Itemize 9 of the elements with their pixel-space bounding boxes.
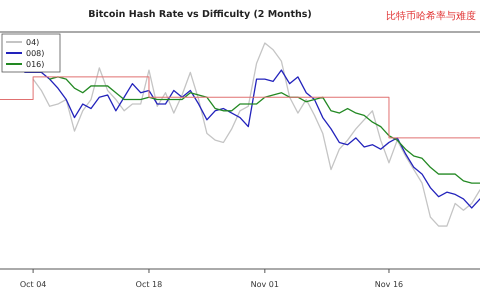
x-tick-label: Oct 18: [136, 280, 162, 289]
legend-label: 016): [26, 60, 44, 69]
x-tick-label: Oct 04: [20, 280, 46, 289]
chart-title: Bitcoin Hash Rate vs Difficulty (2 Months): [88, 9, 312, 20]
x-tick-label: Nov 01: [250, 280, 279, 289]
x-tick-label: Nov 16: [374, 280, 404, 289]
legend-label: 008): [26, 49, 44, 58]
legend-label: 04): [26, 38, 40, 47]
text: 比特币哈希率与难度: [386, 10, 476, 22]
